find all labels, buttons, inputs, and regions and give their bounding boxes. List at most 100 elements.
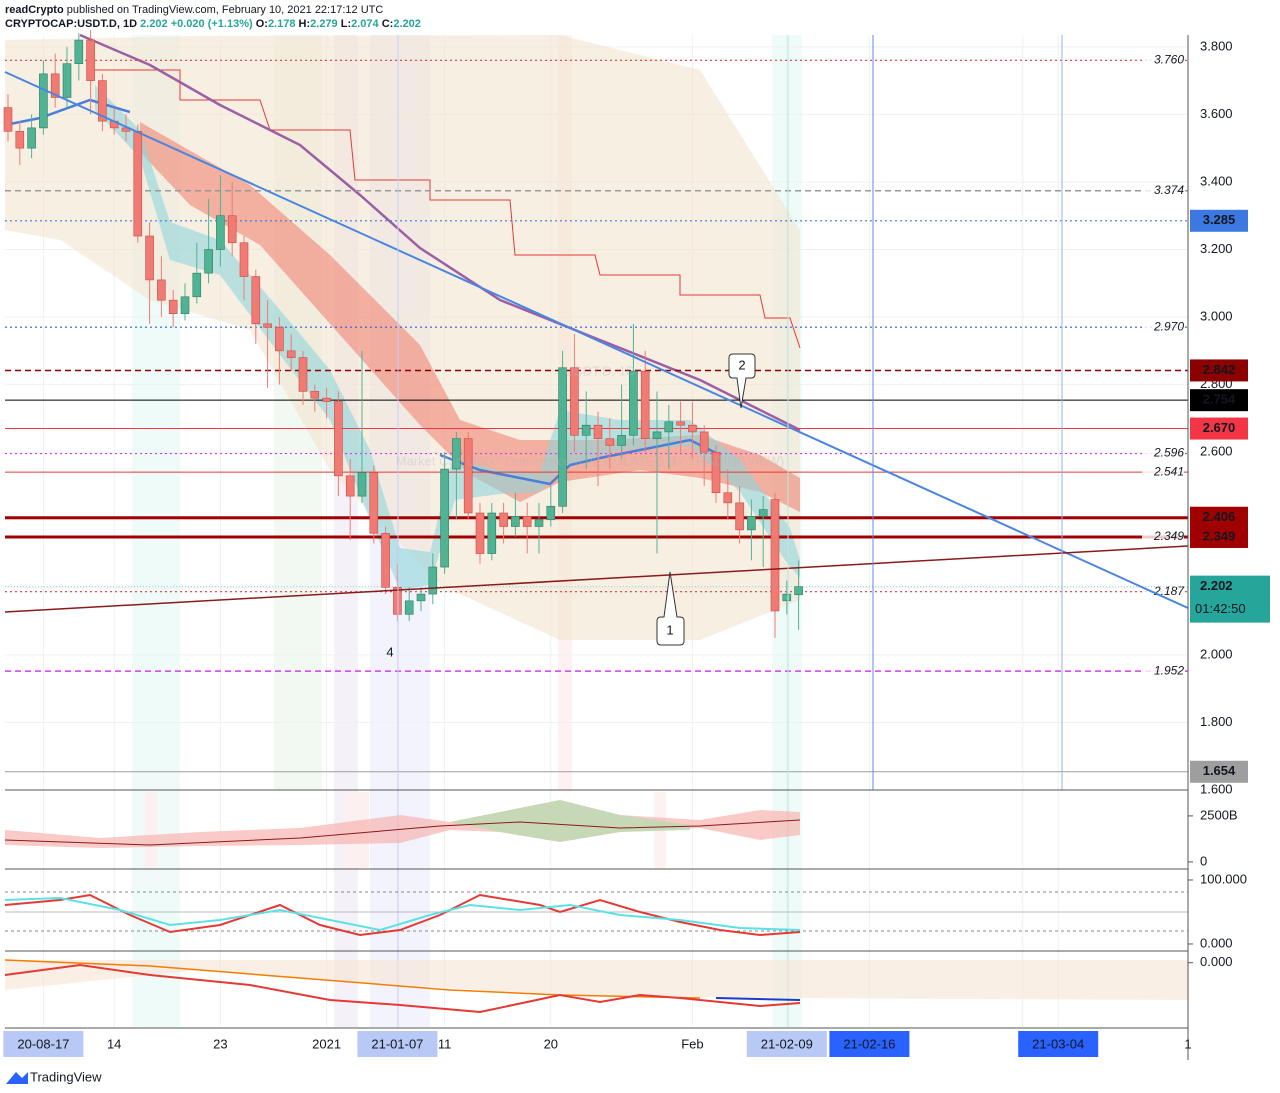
macd-ext [715,997,801,1001]
level-label: 2.596 [1153,446,1184,460]
panel-tick-label: 0 [1200,853,1207,868]
candle-body [416,593,426,602]
candle-body [688,424,697,433]
candle-body [286,350,296,358]
price-tag-label: 2.202 [1200,578,1233,593]
candle-body [322,397,331,402]
candle-body [3,107,13,132]
osc-signal [4,896,801,932]
candle-body [15,130,25,149]
panels: 2500B 0 100.000 0.000 0.000 [1188,807,1247,969]
candle-body [452,438,461,470]
candle-body [794,586,803,596]
symbol-line: CRYPTOCAP:USDT.D, 1D 2.202 +0.020 (+1.13… [5,18,421,30]
x-label-box [357,1031,438,1057]
candle-body [263,323,272,328]
candle-body [499,512,508,527]
level-label-bg [1142,663,1184,680]
candle-body [581,424,591,436]
candle-body [39,73,48,129]
candle-body [782,593,792,602]
c-value: 2.202 [393,18,421,30]
trend-line [4,545,1189,613]
baseline-step [95,69,801,349]
ma-blue [4,98,131,127]
x-tick-label: 14 [107,1036,121,1051]
last: 2.202 [140,18,168,30]
candle-body [86,39,95,81]
x-label-box [1018,1031,1099,1057]
h-value: 2.279 [310,18,338,30]
macd-line [4,963,801,1014]
candle-body [74,39,84,65]
callout [656,571,685,646]
level-label-bg [1142,445,1184,462]
c-label: C: [382,18,394,30]
price-tag [1190,525,1248,548]
candle-body [428,566,438,595]
candle-body [357,472,367,497]
axis: 3.8003.6003.4003.2003.0002.8002.6002.400… [3,38,1270,1057]
y-tick-label: 1.800 [1200,714,1233,729]
y-tick-label: 3.600 [1200,106,1233,121]
callout-label: 1 [666,622,673,637]
candle-body [770,499,780,612]
candle-body [463,438,473,514]
ma-blue [439,438,721,486]
candle-body [251,276,261,325]
level-label: 2.970 [1153,319,1184,333]
candle-body [168,299,178,314]
price-tag [1190,760,1248,783]
symbol: CRYPTOCAP:USDT.D, 1D [5,18,137,30]
candle-body [50,73,60,98]
x-tick-label: Feb [681,1036,703,1051]
wave-label: 4 [386,644,393,659]
publisher: readCrypto [5,4,64,16]
candle-body [534,519,544,527]
h-label: H: [299,18,311,30]
candle-body [334,401,343,477]
candle-body [723,492,733,504]
y-tick-label: 3.400 [1200,173,1233,188]
level-label-bg [1142,464,1184,481]
watermark: USDT.D, 1D [565,363,636,378]
x-tick-label: 1 [1184,1036,1191,1051]
countdown: 01:42:50 [1195,601,1246,616]
x-tick-label: 2021 [312,1036,341,1051]
o-label: O: [256,18,268,30]
y-tick-label: 2.600 [1200,444,1233,459]
trend-line [4,71,1189,609]
candle-body [747,516,756,531]
candle-body [192,272,202,298]
price-tag [1190,389,1248,412]
price-tag [1190,506,1248,529]
candle-body [216,215,225,250]
published: published on TradingView.com, February 1… [67,4,384,16]
level-label-bg [1142,528,1184,545]
level-label: 2.541 [1153,464,1184,478]
price-tag [1190,575,1270,623]
candle-body [310,391,320,399]
price-tag [1190,209,1248,232]
price-tag-label: 2.842 [1203,362,1236,377]
x-tick-label: 20 [544,1036,558,1051]
candle-body [180,296,190,314]
x-label-box [746,1031,827,1057]
candle-body [676,421,685,426]
candle-body [369,472,379,534]
candle-body [570,367,579,436]
candle-body [227,215,237,244]
candle-body [605,438,615,446]
level-label: 2.187 [1153,584,1185,598]
candle-body [157,279,166,301]
candle-body [145,235,154,281]
candle-body [522,516,532,527]
candle-body [699,431,709,453]
y-tick-label: 3.000 [1200,309,1233,324]
panel-tick-label: 2500B [1200,807,1238,822]
candle-body [27,127,36,149]
x-label-box [829,1031,910,1057]
level-label: 3.760 [1154,53,1184,67]
l-label: L: [341,18,351,30]
